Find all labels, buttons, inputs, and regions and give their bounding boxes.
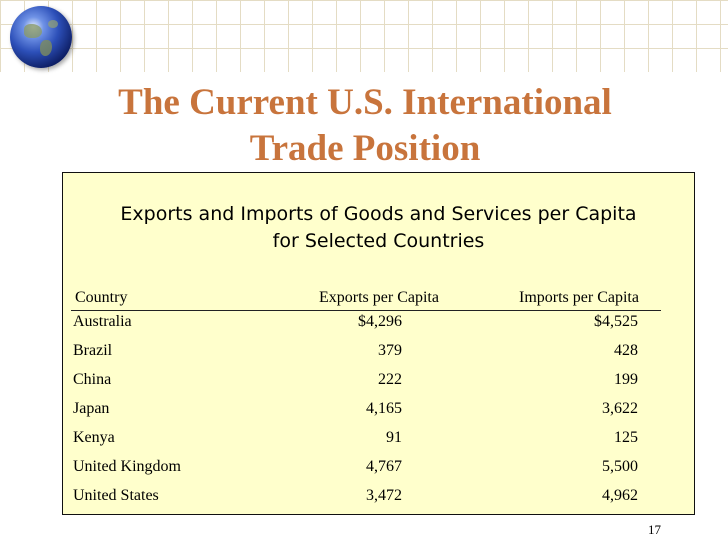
header-rule (71, 310, 661, 311)
table-row: China 222 199 (63, 371, 694, 393)
table-row: United States 3,472 4,962 (63, 487, 694, 509)
imports-cell: 125 (614, 429, 638, 446)
exports-cell: 4,165 (366, 400, 402, 417)
slide-title-line-1: The Current U.S. International (118, 82, 612, 123)
country-cell: China (73, 371, 112, 388)
table-row: United Kingdom 4,767 5,500 (63, 458, 694, 480)
column-header-exports: Exports per Capita (319, 289, 439, 306)
country-cell: United Kingdom (73, 458, 181, 475)
globe-icon (10, 6, 72, 68)
imports-cell: 428 (614, 342, 638, 359)
slide-title-line-2: Trade Position (249, 128, 481, 169)
table-row: Kenya 91 125 (63, 429, 694, 451)
column-header-imports: Imports per Capita (519, 289, 639, 306)
slide-title: The Current U.S. International Trade Pos… (40, 80, 690, 172)
exports-cell: 379 (378, 342, 402, 359)
table-row: Japan 4,165 3,622 (63, 400, 694, 422)
imports-cell: $4,525 (594, 313, 638, 330)
table-panel: Exports and Imports of Goods and Service… (62, 172, 695, 515)
table-row: Brazil 379 428 (63, 342, 694, 364)
header-grid-decoration (0, 0, 728, 72)
country-cell: Kenya (73, 429, 115, 446)
exports-cell: 91 (386, 429, 402, 446)
exports-cell: 3,472 (366, 487, 402, 504)
imports-cell: 4,962 (602, 487, 638, 504)
table-heading-line-1: Exports and Imports of Goods and Service… (120, 203, 637, 225)
imports-cell: 199 (614, 371, 638, 388)
country-cell: Australia (73, 313, 132, 330)
column-header-country: Country (75, 289, 128, 306)
country-cell: United States (73, 487, 159, 504)
country-cell: Brazil (73, 342, 113, 359)
country-cell: Japan (73, 400, 110, 417)
exports-cell: $4,296 (358, 313, 402, 330)
imports-cell: 5,500 (602, 458, 638, 475)
table-heading: Exports and Imports of Goods and Service… (63, 201, 694, 255)
table-heading-line-2: for Selected Countries (272, 230, 485, 252)
imports-cell: 3,622 (602, 400, 638, 417)
exports-cell: 4,767 (366, 458, 402, 475)
exports-cell: 222 (378, 371, 402, 388)
page-number: 17 (648, 522, 661, 537)
table-row: Australia $4,296 $4,525 (63, 313, 694, 335)
